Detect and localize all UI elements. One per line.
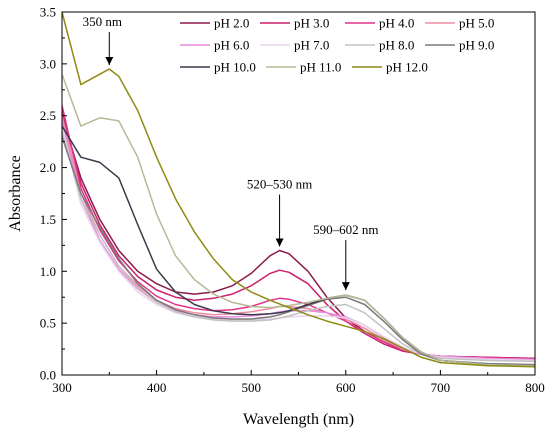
y-axis-title: Absorbance: [7, 155, 24, 231]
series-line-ph-11-0: [62, 73, 535, 367]
series-line-ph-6-0: [62, 120, 535, 361]
x-tick-label: 700: [431, 380, 451, 395]
series-line-ph-8-0: [62, 131, 535, 363]
legend-label-ph-7-0: pH 7.0: [294, 38, 329, 53]
annotation-label: 590–602 nm: [313, 222, 378, 237]
annotation-label: 350 nm: [83, 14, 122, 29]
x-axis-title: Wavelength (nm): [243, 411, 354, 428]
y-tick-label: 2.5: [40, 108, 56, 123]
series-line-ph-9-0: [62, 136, 535, 366]
tick-layer: 300 400 500 600 700 800 0.0 0.5 1.0 1.5 2.0 2.5 3.0 3…: [40, 5, 545, 396]
annotations: 350 nm 520–530 nm 590–602 nm: [83, 14, 378, 291]
legend-label-ph-12-0: pH 12.0: [386, 60, 428, 75]
x-tick-label: 600: [336, 380, 356, 395]
series-line-ph-12-0: [62, 12, 535, 368]
plot-frame: [61, 11, 536, 376]
series-line-ph-10-0: [62, 125, 535, 367]
legend-label-ph-2-0: pH 2.0: [214, 16, 249, 31]
legend-label-ph-8-0: pH 8.0: [379, 38, 414, 53]
legend-label-ph-3-0: pH 3.0: [294, 16, 329, 31]
x-tick-label: 300: [52, 380, 72, 395]
series-line-ph-3-0: [62, 110, 535, 360]
annotation-label: 520–530 nm: [247, 177, 312, 192]
y-tick-label: 3.0: [40, 56, 56, 71]
y-tick-label: 1.5: [40, 212, 56, 227]
legend-label-ph-4-0: pH 4.0: [379, 16, 414, 31]
legend-label-ph-9-0: pH 9.0: [459, 38, 494, 53]
series-layer: [62, 12, 535, 368]
legend-label-ph-6-0: pH 6.0: [214, 38, 249, 53]
series-line-ph-5-0: [62, 115, 535, 361]
x-tick-label: 400: [147, 380, 167, 395]
series-line-ph-7-0: [62, 125, 535, 362]
y-tick-label: 0.5: [40, 316, 56, 331]
x-tick-label: 800: [525, 380, 545, 395]
series-line-ph-2-0: [62, 115, 535, 360]
legend: pH 2.0 pH 3.0 pH 4.0 pH 5.0 pH 6.0 pH 7.0 pH 8…: [180, 16, 494, 75]
annotation-arrow-head: [105, 57, 114, 66]
legend-label-ph-10-0: pH 10.0: [214, 60, 256, 75]
x-tick-label: 500: [241, 380, 261, 395]
legend-label-ph-5-0: pH 5.0: [459, 16, 494, 31]
y-tick-label: 3.5: [40, 5, 56, 20]
annotation-arrow-head: [341, 282, 350, 291]
legend-label-ph-11-0: pH 11.0: [300, 60, 341, 75]
annotation-arrow-head: [275, 238, 284, 247]
y-tick-label: 2.0: [40, 160, 56, 175]
series-line-ph-4-0: [62, 105, 535, 361]
y-tick-label: 1.0: [40, 264, 56, 279]
y-tick-label: 0.0: [40, 368, 56, 383]
